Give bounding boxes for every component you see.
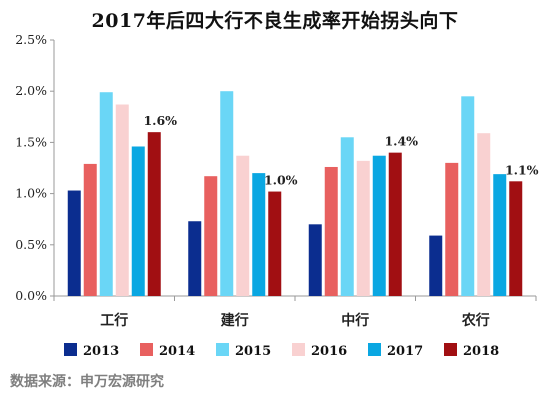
legend-swatch-2016 [292,343,305,356]
legend-swatch-2013 [64,343,77,356]
data-label: 1.0% [264,173,298,188]
x-category-label: 中行 [341,312,369,329]
bar-2017 [252,173,266,296]
bar-2013 [188,221,202,296]
bar-2015 [340,137,354,296]
chart-title: 2017年后四大行不良生成率开始拐头向下 [91,10,459,32]
bar-2015 [220,91,234,296]
legend-swatch-2017 [368,343,381,356]
bar-2015 [461,96,475,296]
legend-label-2016: 2016 [311,344,347,359]
source-note: 数据来源：申万宏源研究 [10,374,164,390]
bar-2018 [268,191,282,296]
legend-label-2018: 2018 [463,344,499,359]
y-tick-label: 1.5% [15,134,47,149]
legend-swatch-2014 [140,343,153,356]
y-tick-label: 2.5% [15,32,47,47]
bar-2013 [67,190,81,296]
legend-label-2014: 2014 [159,344,195,359]
bar-2013 [308,224,322,296]
y-tick-label: 0.0% [15,288,47,303]
legend-label-2015: 2015 [235,344,271,359]
bar-2016 [356,160,370,296]
bar-2014 [324,166,338,296]
bar-2017 [493,174,507,296]
x-category-label: 农行 [461,312,490,329]
bar-2014 [204,176,218,296]
legend-label-2013: 2013 [83,344,119,359]
bar-2017 [131,146,145,296]
bar-2014 [83,163,97,296]
y-tick-label: 2.0% [15,83,47,98]
bar-2016 [236,155,250,296]
bar-2014 [445,162,459,296]
y-tick-label: 1.0% [15,186,47,201]
bar-2017 [372,155,386,296]
plot-area: 0.0% 0.5% 1.0% 1.5% 2.0% 2.5% 1.6% 工行 1.0% 建行 1.4%… [15,32,538,359]
data-label: 1.6% [143,113,177,128]
bar-2018 [509,181,523,296]
bar-2016 [477,133,491,296]
bar-2018 [147,132,161,296]
bar-2018 [388,152,402,296]
y-tick-label: 0.5% [15,237,47,252]
bar-2013 [429,235,443,296]
legend-swatch-2018 [444,343,457,356]
bar-2016 [115,104,129,297]
legend-label-2017: 2017 [387,344,423,359]
data-label: 1.1% [505,162,539,177]
data-label: 1.4% [384,134,418,149]
x-category-label: 工行 [100,312,128,329]
x-category-label: 建行 [221,312,249,329]
bar-2015 [99,92,113,296]
legend-swatch-2015 [216,343,229,356]
